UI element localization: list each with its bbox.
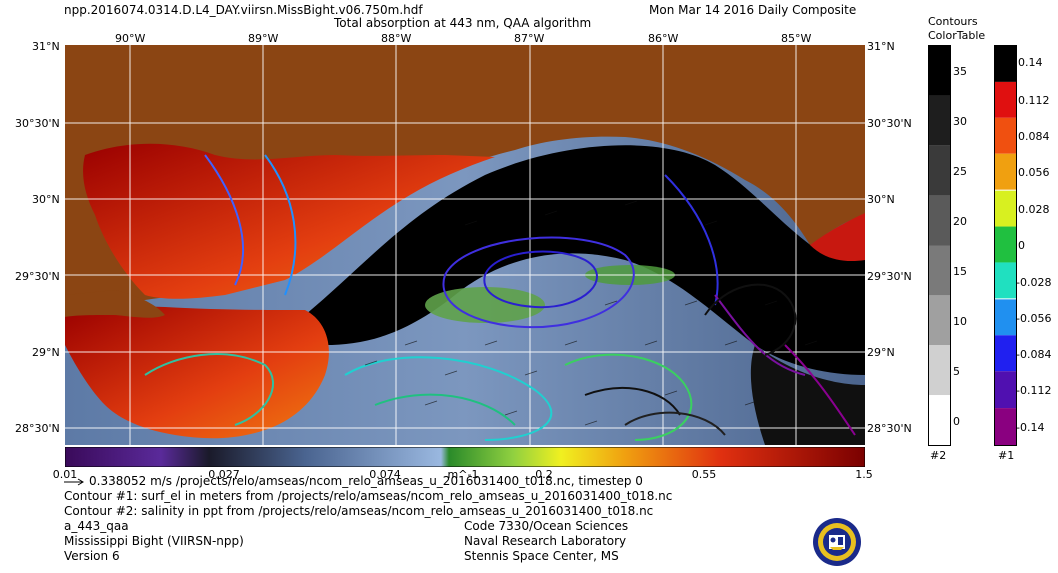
bar1-label-0: 0	[1018, 239, 1025, 252]
contours-title: Contours	[928, 15, 978, 28]
lat-label-30n-left: 30°N	[32, 193, 60, 206]
lat-label-29n-right: 29°N	[867, 346, 895, 359]
bar2-label-0: 0	[953, 415, 960, 428]
colorbar-tick-02: 0.2	[535, 468, 553, 481]
nrl-seal-icon	[813, 518, 861, 566]
lon-label-88w: 88°W	[381, 32, 412, 45]
contour-lines	[144, 154, 856, 441]
org-name: Naval Research Laboratory	[464, 534, 627, 548]
product-title: Total absorption at 443 nm, QAA algorith…	[334, 16, 592, 30]
bar2-label-15: 15	[953, 265, 967, 278]
bar1-label-m014: -0.14	[1016, 421, 1045, 434]
date-label: Mon Mar 14 2016 Daily Composite	[649, 3, 857, 17]
dark-water-east	[750, 345, 865, 445]
bar2-label-30: 30	[953, 115, 967, 128]
bar1-label-014: 0.14	[1018, 56, 1043, 69]
bar1-label-m0056: -0.056	[1016, 312, 1052, 325]
land-delta	[65, 290, 165, 318]
org-place: Stennis Space Center, MS	[464, 549, 619, 563]
colorbar-tick-001: 0.01	[52, 468, 78, 481]
lon-label-85w: 85°W	[781, 32, 812, 45]
colorbar-tick-0027: 0.027	[208, 468, 240, 481]
graticule	[65, 45, 865, 445]
colortable-title: ColorTable	[928, 29, 986, 42]
bar2-label-10: 10	[953, 315, 967, 328]
lat-label-30n-right: 30°N	[867, 193, 895, 206]
lat-label-3030n-right: 30°30'N	[867, 117, 912, 130]
coastal-turbid-water	[83, 143, 495, 299]
lon-label-87w: 87°W	[514, 32, 545, 45]
bar1-label-0084: 0.084	[1018, 130, 1050, 143]
bar1-label-m0084: -0.084	[1016, 348, 1052, 361]
bar2-label-35: 35	[953, 65, 967, 78]
colorbar-tick-15: 1.5	[855, 468, 873, 481]
lat-label-2930n-left: 29°30'N	[15, 270, 60, 283]
colorbar-tick-055: 0.55	[691, 468, 717, 481]
bar1-label-m0028: -0.028	[1016, 276, 1052, 289]
bar2-label-25: 25	[953, 165, 967, 178]
colorbar-unit: m^-1	[447, 468, 479, 481]
colorbar-tick-0074: 0.074	[369, 468, 401, 481]
lat-label-2830n-left: 28°30'N	[15, 422, 60, 435]
lat-label-2830n-right: 28°30'N	[867, 422, 912, 435]
bar1-label-0056: 0.056	[1018, 166, 1050, 179]
bar2-id: #2	[930, 449, 947, 462]
lat-label-3030n-left: 30°30'N	[15, 117, 60, 130]
bar2-label-20: 20	[953, 215, 967, 228]
variable-name: a_443_qaa	[64, 519, 129, 533]
absorption-colorbar	[65, 447, 865, 467]
bar1-label-0028: 0.028	[1018, 203, 1050, 216]
contour1-colorbar	[994, 45, 1017, 446]
lon-label-89w: 89°W	[248, 32, 279, 45]
contour2-description: Contour #2: salinity in ppt from /projec…	[64, 504, 654, 518]
absorption-map	[65, 45, 865, 445]
vector-scale-text: 0.338052 m/s /projects/relo/amseas/ncom_…	[89, 474, 643, 488]
bar1-label-m0112: -0.112	[1016, 384, 1052, 397]
green-patch-center	[425, 287, 545, 323]
filename-label: npp.2016074.0314.D.L4_DAY.viirsn.MissBig…	[64, 3, 423, 17]
dark-water-band	[305, 145, 865, 375]
current-vectors	[364, 200, 838, 426]
lat-label-31n-left: 31°N	[32, 40, 60, 53]
bar1-id: #1	[998, 449, 1015, 462]
contour1-description: Contour #1: surf_el in meters from /proj…	[64, 489, 673, 503]
lat-label-2930n-right: 29°30'N	[867, 270, 912, 283]
org-code: Code 7330/Ocean Sciences	[464, 519, 629, 533]
version-label: Version 6	[64, 549, 120, 563]
lat-label-31n-right: 31°N	[867, 40, 895, 53]
lat-label-29n-left: 29°N	[32, 346, 60, 359]
region-name: Mississippi Bight (VIIRSN-npp)	[64, 534, 244, 548]
bar1-label-0112: 0.112	[1018, 94, 1050, 107]
contour2-colorbar	[928, 45, 951, 446]
lon-label-90w: 90°W	[115, 32, 146, 45]
east-coast-red	[810, 213, 865, 262]
bar2-label-5: 5	[953, 365, 960, 378]
vector-scale-arrow-icon	[64, 478, 84, 486]
lon-label-86w: 86°W	[648, 32, 679, 45]
